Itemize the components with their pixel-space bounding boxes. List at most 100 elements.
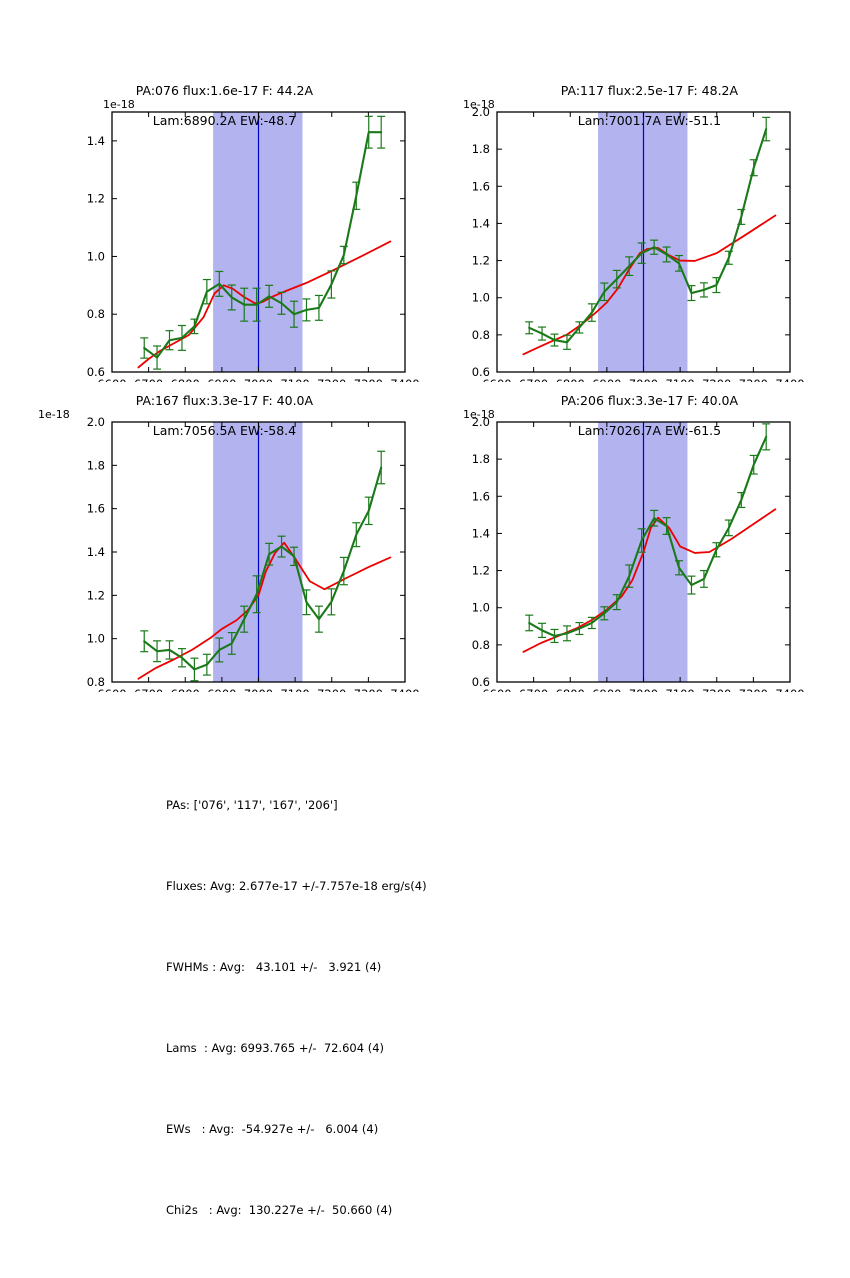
x-tick-label: 7000 <box>629 687 658 692</box>
spectrum-line <box>143 131 383 359</box>
x-tick-label: 6700 <box>134 687 163 692</box>
axes-frame <box>111 111 406 373</box>
y-offset-label: 1e-18 <box>463 408 495 421</box>
y-tick-label: 0.8 <box>87 307 105 321</box>
y-tick-label: 0.6 <box>472 365 490 379</box>
y-tick-label: 1.6 <box>472 179 490 193</box>
axes-frame <box>496 111 791 373</box>
x-tick-label: 6900 <box>207 377 236 382</box>
x-tick-label: 6800 <box>171 377 200 382</box>
y-tick-label: 1.2 <box>472 254 490 268</box>
x-tick-label: 6900 <box>592 377 621 382</box>
chart-svg-pa-206: 6600 6700 6800 6900 7000 7100 7200 7300 7400 0.6 0… <box>472 415 805 692</box>
panel-title-line2: Lam:7026.7A EW:-61.5 <box>577 423 722 438</box>
x-tick-label: 7100 <box>280 377 309 382</box>
y-tick-label: 1.2 <box>472 564 490 578</box>
x-tick-label: 6800 <box>171 687 200 692</box>
y-tick-label: 1.4 <box>87 134 105 148</box>
panel-title-line1: PA:076 flux:1.6e-17 F: 44.2A <box>135 83 314 98</box>
x-tick-label: 7400 <box>390 687 419 692</box>
y-tick-label: 2.0 <box>87 415 105 429</box>
y-tick-label: 1.0 <box>87 249 105 263</box>
x-tick-label: 6700 <box>519 687 548 692</box>
x-tick-label: 7300 <box>739 377 768 382</box>
x-tick-label: 7100 <box>665 687 694 692</box>
fit-line <box>137 541 392 680</box>
x-tick-label: 7000 <box>629 377 658 382</box>
y-offset-label: 1e-18 <box>103 98 135 111</box>
chart-svg-pa-117: 6600 6700 6800 6900 7000 7100 7200 7300 7400 0.6 0… <box>472 105 805 382</box>
summary-pas: PAs: ['076', '117', '167', '206'] <box>166 798 338 812</box>
y-tick-label: 1.0 <box>472 601 490 615</box>
y-tick-label: 1.8 <box>87 458 105 472</box>
x-tick-label: 7200 <box>317 687 346 692</box>
spectrum-line <box>528 128 768 344</box>
panel-title-pa-117: PA:117 flux:2.5e-17 F: 48.2A Lam:7001.7A… <box>425 68 850 143</box>
spectrum-line <box>143 466 383 671</box>
x-tick-label: 6800 <box>556 377 585 382</box>
y-tick-label: 1.0 <box>472 291 490 305</box>
x-tick-label: 7300 <box>354 377 383 382</box>
shaded-band <box>598 112 688 372</box>
x-tick-label: 7100 <box>665 377 694 382</box>
x-tick-label: 6600 <box>97 377 126 382</box>
y-tick-label: 0.8 <box>472 638 490 652</box>
x-tick-label: 7400 <box>775 377 804 382</box>
panel-title-line2: Lam:7001.7A EW:-51.1 <box>577 113 722 128</box>
summary-chi2s: Chi2s : Avg: 130.227e +/- 50.660 (4) <box>166 1203 393 1217</box>
fit-line <box>137 240 392 369</box>
x-tick-label: 7200 <box>702 687 731 692</box>
x-tick-label: 6800 <box>556 687 585 692</box>
y-tick-label: 2.0 <box>472 415 490 429</box>
spectrum-line <box>528 435 768 637</box>
panel-title-line2: Lam:6890.2A EW:-48.7 <box>152 113 297 128</box>
panel-title-pa-206: PA:206 flux:3.3e-17 F: 40.0A Lam:7026.7A… <box>425 378 850 453</box>
summary-fwhms: FWHMs : Avg: 43.101 +/- 3.921 (4) <box>166 960 382 974</box>
axes-frame <box>111 421 406 683</box>
axes-frame <box>496 421 791 683</box>
panel-title-pa-167: PA:167 flux:3.3e-17 F: 40.0A Lam:7056.5A… <box>0 378 425 453</box>
summary-lams: Lams : Avg: 6993.765 +/- 72.604 (4) <box>166 1041 385 1055</box>
x-tick-label: 7400 <box>775 687 804 692</box>
x-tick-label: 6900 <box>592 687 621 692</box>
y-tick-label: 1.4 <box>472 526 490 540</box>
y-tick-label: 0.8 <box>87 675 105 689</box>
y-tick-label: 1.6 <box>87 502 105 516</box>
chart-svg-pa-076: 6600 6700 6800 6900 7000 7100 7200 7300 7400 0.6 0… <box>87 111 420 382</box>
y-offset-label: 1e-18 <box>38 408 70 421</box>
summary-ews: EWs : Avg: -54.927e +/- 6.004 (4) <box>166 1122 379 1136</box>
panel-title-pa-076: PA:076 flux:1.6e-17 F: 44.2A Lam:6890.2A… <box>0 68 425 143</box>
x-tick-label: 7100 <box>280 687 309 692</box>
y-tick-label: 2.0 <box>472 105 490 119</box>
shaded-band <box>213 112 303 372</box>
x-tick-label: 7300 <box>354 687 383 692</box>
x-tick-label: 6600 <box>482 377 511 382</box>
spectral-fit-figure: PA:076 flux:1.6e-17 F: 44.2A Lam:6890.2A… <box>0 62 850 1217</box>
panel-title-line2: Lam:7056.5A EW:-58.4 <box>152 423 297 438</box>
x-tick-label: 7200 <box>702 377 731 382</box>
x-tick-label: 6600 <box>482 687 511 692</box>
chart-panel-pa-117: PA:117 flux:2.5e-17 F: 48.2A Lam:7001.7A… <box>425 62 850 382</box>
y-tick-label: 1.0 <box>87 632 105 646</box>
y-tick-label: 1.2 <box>87 192 105 206</box>
y-tick-label: 0.6 <box>87 365 105 379</box>
chart-panel-pa-206: PA:206 flux:3.3e-17 F: 40.0A Lam:7026.7A… <box>425 372 850 692</box>
y-tick-label: 1.8 <box>472 142 490 156</box>
chart-svg-pa-167: 6600 6700 6800 6900 7000 7100 7200 7300 7400 0.8 1… <box>87 415 420 692</box>
x-tick-label: 6600 <box>97 687 126 692</box>
x-tick-label: 7400 <box>390 377 419 382</box>
panel-title-line1: PA:117 flux:2.5e-17 F: 48.2A <box>560 83 739 98</box>
chart-panel-pa-076: PA:076 flux:1.6e-17 F: 44.2A Lam:6890.2A… <box>0 62 425 382</box>
x-tick-label: 7200 <box>317 377 346 382</box>
summary-statistics: PAs: ['076', '117', '167', '206'] Fluxes… <box>166 738 427 1278</box>
chart-panel-pa-167: PA:167 flux:3.3e-17 F: 40.0A Lam:7056.5A… <box>0 372 425 692</box>
fit-line <box>522 508 777 653</box>
y-tick-label: 1.4 <box>87 545 105 559</box>
y-tick-label: 1.4 <box>472 216 490 230</box>
x-tick-label: 6700 <box>519 377 548 382</box>
y-tick-label: 0.6 <box>472 675 490 689</box>
y-tick-label: 1.8 <box>472 452 490 466</box>
y-tick-label: 1.6 <box>472 489 490 503</box>
y-tick-label: 0.8 <box>472 328 490 342</box>
summary-fluxes: Fluxes: Avg: 2.677e-17 +/-7.757e-18 erg/… <box>166 879 427 893</box>
